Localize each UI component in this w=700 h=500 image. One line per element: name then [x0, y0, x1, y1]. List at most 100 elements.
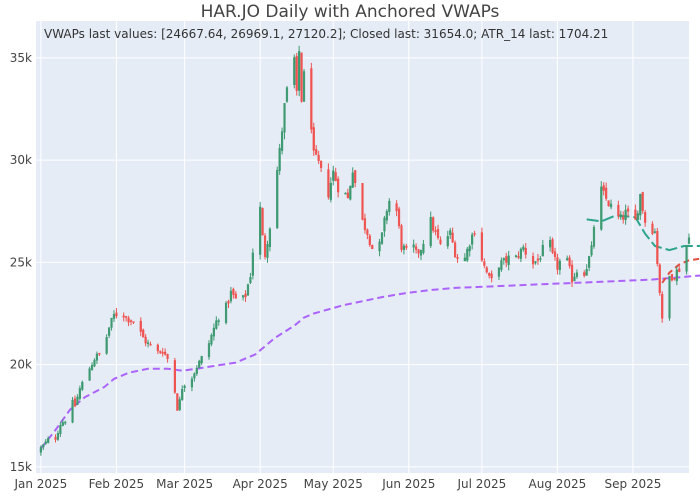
candle-body [607, 200, 610, 207]
candle-body [602, 185, 605, 191]
candle-body [490, 273, 493, 279]
candle-body [634, 209, 637, 220]
candle-body [419, 250, 423, 256]
candle-body [332, 170, 335, 181]
candle-body [212, 327, 215, 337]
candle-body [575, 272, 579, 277]
candle-body [276, 170, 279, 229]
candle-body [619, 214, 622, 218]
candle-body [112, 313, 116, 319]
candle-body [115, 312, 118, 317]
candle-body [64, 421, 67, 424]
candle-body [400, 225, 403, 250]
candle-body [195, 368, 198, 374]
candle-body [173, 360, 176, 393]
candle-body [675, 269, 678, 282]
y-tick-label: 35k [10, 51, 32, 65]
candle-body [514, 255, 518, 258]
x-tick-label: May 2025 [304, 477, 363, 491]
vwap-lines [40, 214, 700, 450]
candle-body [519, 248, 522, 259]
vwap-series-line [661, 257, 700, 284]
candle-body [183, 385, 186, 388]
candle-body [522, 246, 525, 250]
candle-body [463, 257, 466, 262]
candle-body [259, 206, 262, 255]
candle-body [319, 160, 323, 168]
candle-body [385, 211, 388, 221]
candle-body [44, 441, 47, 444]
candle-body [263, 235, 267, 257]
candle-body [346, 192, 349, 199]
candle-body [210, 335, 213, 345]
candle-body [144, 336, 147, 344]
candle-body [229, 290, 233, 302]
candle-body [505, 256, 508, 263]
candle-body [298, 51, 301, 91]
candle-body [422, 244, 425, 254]
candle-body [500, 260, 503, 270]
candle-body [280, 131, 284, 151]
candle-body [473, 233, 476, 235]
candle-body [585, 269, 588, 276]
candle-body [380, 232, 384, 244]
candle-body [227, 301, 230, 304]
candle-body [531, 256, 535, 265]
candle-body [568, 257, 571, 267]
candle-body [488, 273, 491, 276]
candle-body [176, 393, 179, 411]
candle-body [670, 274, 674, 281]
candle-body [190, 378, 194, 388]
candle-body [383, 217, 386, 232]
candle-body [653, 231, 656, 233]
candle-body [685, 245, 688, 272]
candle-body [139, 320, 142, 332]
y-axis-ticks: 15k 20k 25k 30k 35k [10, 51, 32, 474]
candle-body [234, 293, 237, 299]
candle-body [285, 87, 289, 102]
candle-body [651, 223, 654, 234]
candle-body [590, 245, 593, 256]
candle-body [687, 237, 691, 244]
candle-body [146, 342, 150, 344]
candle-body [471, 234, 474, 245]
candle-body [349, 185, 352, 200]
candle-body [193, 373, 196, 379]
candle-body [446, 236, 449, 247]
candle-body [609, 203, 613, 208]
candle-body [81, 381, 84, 390]
candle-body [524, 248, 527, 255]
candle-body [337, 178, 340, 193]
candle-body [129, 320, 133, 322]
candle-body [388, 200, 391, 212]
x-tick-label: Sep 2025 [604, 477, 661, 491]
candle-body [439, 239, 442, 244]
candle-body [658, 264, 661, 293]
candle-body [334, 172, 337, 182]
x-tick-label: Jun 2025 [381, 477, 435, 491]
candle-body [246, 284, 250, 296]
candle-body [71, 399, 74, 423]
candle-body [344, 192, 347, 195]
candle-body [583, 272, 586, 276]
candle-body [363, 218, 367, 230]
x-tick-label: Jan 2025 [13, 477, 67, 491]
candle-body [232, 288, 235, 295]
candle-body [551, 239, 554, 253]
candle-body [617, 204, 620, 216]
candle-body [125, 316, 128, 318]
y-tick-label: 20k [10, 358, 32, 372]
candle-body [200, 356, 203, 364]
candle-body [156, 344, 159, 352]
candle-body [159, 351, 162, 353]
candle-body [215, 320, 218, 329]
candle-body [466, 248, 469, 261]
candle-body [198, 360, 201, 368]
candle-body [434, 230, 437, 232]
candle-body [668, 276, 671, 319]
candle-body [534, 261, 537, 264]
candle-body [507, 255, 510, 266]
candle-body [90, 364, 94, 371]
candle-body [541, 244, 544, 257]
candle-body [429, 216, 432, 247]
